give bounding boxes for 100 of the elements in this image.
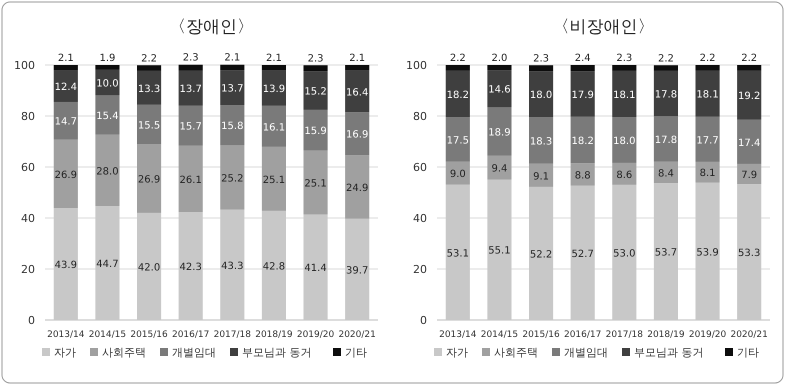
y-tick-label: 60 [21, 161, 35, 174]
bar [487, 107, 512, 156]
data-label: 16.4 [346, 87, 368, 98]
bar [654, 70, 678, 116]
bar [303, 71, 328, 110]
y-tick-label: 0 [28, 314, 35, 327]
bar [136, 212, 162, 320]
data-label: 53.0 [613, 248, 636, 260]
data-label: 15.5 [138, 120, 160, 132]
bar [654, 65, 678, 71]
bar [95, 134, 120, 206]
legend-label: 부모님과 동거 [634, 346, 704, 359]
legend-label: 개별임대 [172, 346, 216, 359]
bar [54, 70, 78, 102]
data-label: 39.7 [346, 265, 368, 276]
data-label: 18.0 [613, 136, 636, 147]
bar [136, 144, 162, 213]
x-tick-label: 2014/15 [480, 330, 518, 340]
data-label: 18.2 [446, 90, 469, 101]
data-label: 55.1 [488, 246, 511, 257]
data-label: 10.0 [96, 78, 119, 90]
bar [612, 65, 636, 71]
bar [737, 120, 762, 164]
chart-title: 〈비장애인〉 [552, 17, 654, 37]
bar [262, 210, 286, 320]
data-label: 2.1 [349, 53, 366, 64]
data-label: 8.6 [616, 170, 632, 181]
data-label: 25.1 [304, 178, 327, 190]
bar [695, 70, 720, 117]
bar [345, 155, 370, 219]
data-label: 2.3 [533, 53, 550, 64]
y-tick-label: 100 [14, 59, 35, 72]
bar [446, 184, 470, 320]
data-label: 52.2 [530, 249, 552, 260]
data-label: 42.8 [262, 261, 286, 272]
bar [528, 71, 554, 118]
data-label: 2.0 [491, 53, 508, 64]
data-label: 26.1 [180, 174, 202, 186]
x-tick-label: 2016/17 [172, 330, 210, 340]
x-tick-label: 2019/20 [296, 330, 335, 340]
y-tick-label: 40 [413, 212, 427, 225]
data-label: 26.9 [54, 170, 77, 181]
chart-title: 〈장애인〉 [169, 17, 254, 37]
data-label: 53.3 [738, 248, 760, 260]
bar [54, 208, 78, 320]
data-label: 9.1 [533, 171, 550, 182]
data-label: 19.2 [738, 91, 760, 102]
y-tick-label: 20 [21, 263, 35, 276]
data-label: 42.3 [180, 262, 202, 274]
bar [446, 162, 470, 185]
bar [528, 186, 554, 320]
bar [695, 116, 720, 162]
bar [446, 70, 470, 118]
bar [54, 139, 78, 208]
bar [136, 65, 162, 71]
data-label: 25.2 [221, 173, 244, 184]
data-label: 43.9 [54, 260, 77, 272]
data-label: 13.9 [262, 84, 286, 96]
data-label: 53.7 [654, 248, 678, 259]
data-label: 17.7 [696, 135, 719, 146]
y-tick-label: 20 [413, 263, 427, 276]
data-label: 26.9 [138, 174, 160, 186]
bar [487, 179, 512, 320]
bar [446, 65, 470, 71]
data-label: 2.3 [308, 53, 324, 64]
data-label: 24.9 [346, 183, 368, 194]
y-tick-label: 80 [413, 110, 427, 123]
data-label: 13.7 [180, 84, 202, 96]
legend-label: 기타 [345, 346, 367, 359]
x-tick-label: 2014/15 [88, 330, 126, 340]
x-tick-label: 2013/14 [47, 330, 85, 340]
data-label: 15.4 [96, 110, 119, 122]
data-label: 17.9 [572, 90, 594, 101]
legend-label: 자가 [446, 346, 468, 359]
data-label: 15.9 [304, 126, 327, 138]
data-label: 15.2 [304, 86, 327, 98]
x-tick-label: 2019/20 [688, 330, 727, 340]
bar [262, 70, 286, 106]
legend-label: 기타 [737, 346, 759, 359]
bar [345, 218, 370, 320]
data-label: 8.8 [574, 170, 591, 182]
legend-label: 사회주택 [102, 346, 146, 359]
bar [570, 71, 595, 117]
data-label: 53.1 [446, 248, 469, 260]
data-label: 2.4 [574, 53, 591, 64]
data-label: 8.1 [700, 168, 716, 180]
bar [303, 65, 328, 72]
data-label: 53.9 [696, 247, 719, 258]
data-label: 18.0 [530, 90, 552, 102]
bar [528, 117, 554, 164]
data-label: 18.1 [696, 90, 719, 101]
legend-label: 개별임대 [564, 346, 608, 359]
bar [528, 164, 554, 187]
bar [487, 65, 512, 70]
data-label: 2.3 [616, 53, 632, 64]
data-label: 14.6 [488, 84, 511, 96]
x-tick-label: 2015/16 [130, 330, 168, 340]
x-tick-label: 2017/18 [214, 330, 252, 340]
bar [262, 106, 286, 147]
y-tick-label: 60 [413, 161, 427, 174]
